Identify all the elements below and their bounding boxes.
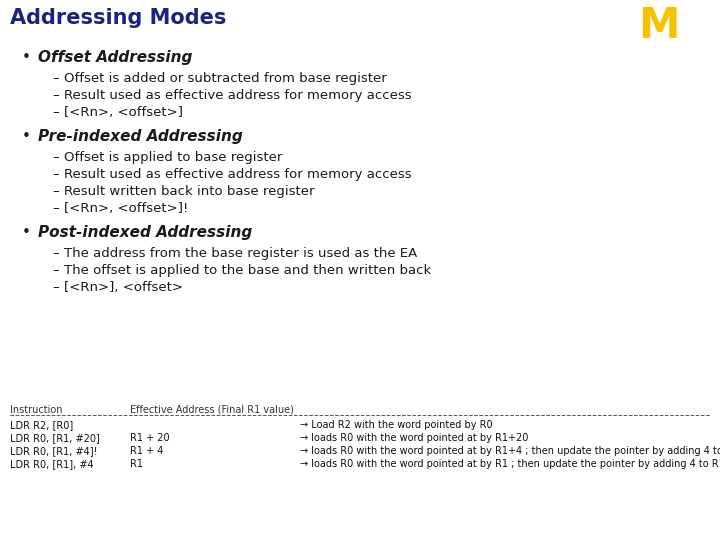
Text: •: • (22, 129, 31, 144)
Text: R1 + 20: R1 + 20 (130, 433, 170, 443)
Text: Result written back into base register: Result written back into base register (64, 185, 315, 198)
Text: –: – (52, 281, 58, 294)
Text: → loads R0 with the word pointed at by R1+4 ; then update the pointer by adding : → loads R0 with the word pointed at by R… (300, 446, 720, 456)
Text: Pre-indexed Addressing: Pre-indexed Addressing (38, 129, 243, 144)
Text: –: – (52, 72, 58, 85)
Text: Result used as effective address for memory access: Result used as effective address for mem… (64, 89, 412, 102)
Text: –: – (52, 168, 58, 181)
Text: [<Rn>, <offset>]: [<Rn>, <offset>] (64, 106, 183, 119)
Text: –: – (52, 89, 58, 102)
Text: → loads R0 with the word pointed at by R1 ; then update the pointer by adding 4 : → loads R0 with the word pointed at by R… (300, 459, 720, 469)
Text: Offset is added or subtracted from base register: Offset is added or subtracted from base … (64, 72, 387, 85)
Text: –: – (52, 106, 58, 119)
Text: –: – (52, 151, 58, 164)
Text: –: – (52, 202, 58, 215)
Text: → loads R0 with the word pointed at by R1+20: → loads R0 with the word pointed at by R… (300, 433, 528, 443)
Text: Offset Addressing: Offset Addressing (38, 50, 192, 65)
Text: LDR R0, [R1], #4: LDR R0, [R1], #4 (10, 459, 94, 469)
Text: The offset is applied to the base and then written back: The offset is applied to the base and th… (64, 264, 431, 277)
Text: [<Rn>], <offset>: [<Rn>], <offset> (64, 281, 183, 294)
Text: •: • (22, 225, 31, 240)
Text: → Load R2 with the word pointed by R0: → Load R2 with the word pointed by R0 (300, 420, 492, 430)
Text: LDR R0, [R1, #4]!: LDR R0, [R1, #4]! (10, 446, 97, 456)
Text: Offset is applied to base register: Offset is applied to base register (64, 151, 282, 164)
Text: –: – (52, 264, 58, 277)
Text: R1 + 4: R1 + 4 (130, 446, 163, 456)
Text: [<Rn>, <offset>]!: [<Rn>, <offset>]! (64, 202, 188, 215)
Text: LDR R2, [R0]: LDR R2, [R0] (10, 420, 73, 430)
Text: Result used as effective address for memory access: Result used as effective address for mem… (64, 168, 412, 181)
Text: •: • (22, 50, 31, 65)
Text: Addressing Modes: Addressing Modes (10, 8, 226, 28)
Text: M: M (639, 5, 680, 47)
Text: –: – (52, 247, 58, 260)
Text: Instruction: Instruction (10, 405, 63, 415)
Text: The address from the base register is used as the EA: The address from the base register is us… (64, 247, 418, 260)
Text: Post-indexed Addressing: Post-indexed Addressing (38, 225, 252, 240)
Text: R1: R1 (130, 459, 143, 469)
Text: –: – (52, 185, 58, 198)
Text: Effective Address (Final R1 value): Effective Address (Final R1 value) (130, 405, 294, 415)
Text: LDR R0, [R1, #20]: LDR R0, [R1, #20] (10, 433, 100, 443)
